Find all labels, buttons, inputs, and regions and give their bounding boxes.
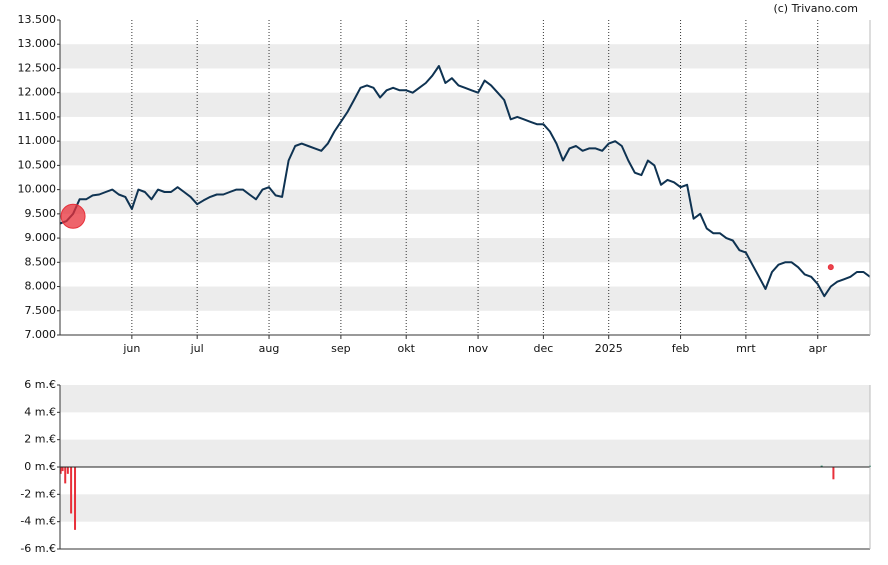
volume-bar xyxy=(66,467,69,474)
x-tick-label: mrt xyxy=(736,342,756,355)
y-tick-label: 9.500 xyxy=(25,207,57,220)
grid-band xyxy=(60,44,870,69)
x-tick-label: dec xyxy=(533,342,553,355)
y-tick-label: -4 m.€ xyxy=(20,515,56,528)
y-tick-label: 4 m.€ xyxy=(24,405,56,418)
y-tick-label: 13.500 xyxy=(18,13,57,26)
credit: (c) Trivano.com xyxy=(773,2,858,15)
y-tick-label: 6 m.€ xyxy=(24,378,56,391)
y-tick-label: 11.000 xyxy=(18,134,57,147)
y-tick-label: 0 m.€ xyxy=(24,460,56,473)
grid-band xyxy=(60,141,870,166)
signal-marker xyxy=(60,203,86,229)
price-line xyxy=(59,65,871,298)
x-tick-label: nov xyxy=(468,342,489,355)
grid-band xyxy=(60,286,870,311)
y-tick-label: -6 m.€ xyxy=(20,542,56,555)
x-tick-label: 2025 xyxy=(595,342,623,355)
x-tick-label: feb xyxy=(672,342,690,355)
y-tick-label: 12.500 xyxy=(18,61,57,74)
grid-band xyxy=(60,439,870,467)
y-tick-label: 12.000 xyxy=(18,86,57,99)
y-tick-label: 2 m.€ xyxy=(24,433,56,446)
volume-bar xyxy=(832,467,835,480)
volume-bar xyxy=(64,467,67,484)
y-tick-label: 10.000 xyxy=(18,183,57,196)
y-tick-label: 13.000 xyxy=(18,37,57,50)
y-tick-label: 7.500 xyxy=(25,304,57,317)
x-tick-label: jun xyxy=(122,342,140,355)
volume-bar xyxy=(820,465,823,467)
x-tick-label: jul xyxy=(190,342,204,355)
x-tick-label: aug xyxy=(259,342,280,355)
y-tick-label: 10.500 xyxy=(18,158,57,171)
y-tick-label: 11.500 xyxy=(18,110,57,123)
grid-band xyxy=(60,385,870,413)
y-tick-label: 9.000 xyxy=(25,231,57,244)
y-tick-label: 8.500 xyxy=(25,255,57,268)
volume-bar xyxy=(61,467,64,472)
y-tick-label: -2 m.€ xyxy=(20,487,56,500)
x-tick-label: sep xyxy=(331,342,350,355)
volume-bar xyxy=(74,467,77,530)
x-tick-label: okt xyxy=(397,342,415,355)
grid-band xyxy=(60,189,870,214)
volume-bar xyxy=(59,467,62,474)
volume-bar xyxy=(70,467,73,514)
signal-marker xyxy=(827,264,834,271)
y-tick-label: 8.000 xyxy=(25,280,57,293)
grid-band xyxy=(60,92,870,117)
y-tick-label: 7.000 xyxy=(25,328,57,341)
x-tick-label: apr xyxy=(809,342,828,355)
grid-band xyxy=(60,494,870,522)
